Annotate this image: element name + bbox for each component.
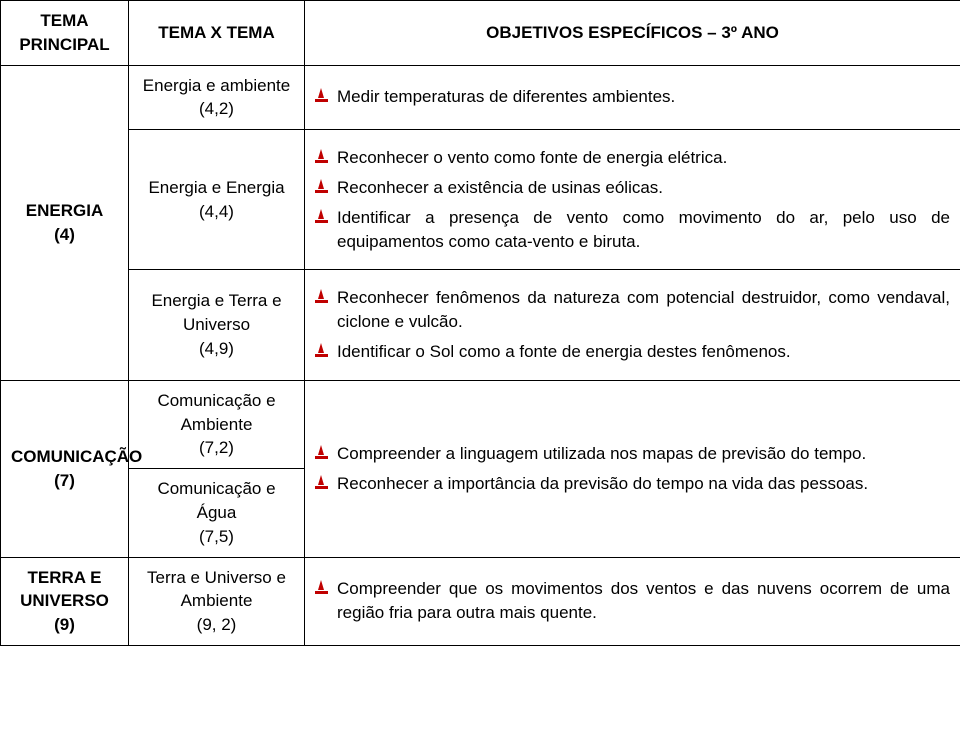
cross-label: Energia e Terra e Universo [139,289,294,337]
principal-code: (4) [11,223,118,247]
principal-comunicacao: COMUNICAÇÃO (7) [1,380,129,557]
cross-cell: Comunicação e Ambiente (7,2) [129,380,305,468]
objective-item: Identificar a presença de vento como mov… [315,206,950,254]
principal-label: COMUNICAÇÃO [11,445,118,469]
bullet-icon [315,209,329,223]
cross-code: (4,9) [139,337,294,361]
principal-code: (9) [11,613,118,637]
objective-item: Reconhecer fenômenos da natureza com pot… [315,286,950,334]
cross-label: Comunicação e Água [139,477,294,525]
header-objetivos: OBJETIVOS ESPECÍFICOS – 3º ANO [305,1,960,66]
cross-cell: Terra e Universo e Ambiente (9, 2) [129,557,305,645]
objective-text: Compreender a linguagem utilizada nos ma… [337,442,950,466]
cross-label: Comunicação e Ambiente [139,389,294,437]
objective-item: Reconhecer a importância da previsão do … [315,472,950,496]
cross-code: (7,5) [139,525,294,549]
cross-label: Terra e Universo e Ambiente [139,566,294,614]
cross-label: Energia e Energia [139,176,294,200]
curriculum-table: TEMA PRINCIPAL TEMA X TEMA OBJETIVOS ESP… [0,0,960,646]
objective-item: Compreender a linguagem utilizada nos ma… [315,442,950,466]
objective-text: Reconhecer fenômenos da natureza com pot… [337,286,950,334]
objectives-cell: Compreender que os movimentos dos ventos… [305,557,960,645]
objectives-cell: Reconhecer o vento como fonte de energia… [305,130,960,270]
objective-text: Identificar o Sol como a fonte de energi… [337,340,950,364]
cross-code: (7,2) [139,436,294,460]
bullet-icon [315,179,329,193]
header-tema-x-tema: TEMA X TEMA [129,1,305,66]
objective-item: Reconhecer o vento como fonte de energia… [315,146,950,170]
objective-text: Reconhecer a importância da previsão do … [337,472,950,496]
objective-item: Reconhecer a existência de usinas eólica… [315,176,950,200]
objectives-cell: Compreender a linguagem utilizada nos ma… [305,380,960,557]
bullet-icon [315,88,329,102]
objective-text: Compreender que os movimentos dos ventos… [337,577,950,625]
principal-energia: ENERGIA (4) [1,65,129,380]
table-header-row: TEMA PRINCIPAL TEMA X TEMA OBJETIVOS ESP… [1,1,960,66]
principal-terra-universo: TERRA E UNIVERSO (9) [1,557,129,645]
objective-text: Identificar a presença de vento como mov… [337,206,950,254]
objective-item: Medir temperaturas de diferentes ambient… [315,85,950,109]
bullet-icon [315,475,329,489]
principal-label: ENERGIA [11,199,118,223]
header-tema-principal: TEMA PRINCIPAL [1,1,129,66]
objective-text: Reconhecer a existência de usinas eólica… [337,176,950,200]
cross-label: Energia e ambiente [139,74,294,98]
objectives-cell: Medir temperaturas de diferentes ambient… [305,65,960,130]
table-row: ENERGIA (4) Energia e ambiente (4,2) Med… [1,65,960,130]
cross-code: (4,2) [139,97,294,121]
cross-cell: Energia e Terra e Universo (4,9) [129,270,305,380]
objective-item: Identificar o Sol como a fonte de energi… [315,340,950,364]
table-row: Energia e Energia (4,4) Reconhecer o ven… [1,130,960,270]
bullet-icon [315,149,329,163]
table-row: TERRA E UNIVERSO (9) Terra e Universo e … [1,557,960,645]
bullet-icon [315,445,329,459]
table-row: Energia e Terra e Universo (4,9) Reconhe… [1,270,960,380]
principal-label: TERRA E UNIVERSO [11,566,118,614]
cross-cell: Energia e ambiente (4,2) [129,65,305,130]
principal-code: (7) [11,469,118,493]
cross-cell: Energia e Energia (4,4) [129,130,305,270]
objective-text: Reconhecer o vento como fonte de energia… [337,146,950,170]
bullet-icon [315,343,329,357]
objective-item: Compreender que os movimentos dos ventos… [315,577,950,625]
objectives-cell: Reconhecer fenômenos da natureza com pot… [305,270,960,380]
cross-cell: Comunicação e Água (7,5) [129,469,305,557]
cross-code: (4,4) [139,200,294,224]
bullet-icon [315,289,329,303]
objective-text: Medir temperaturas de diferentes ambient… [337,85,950,109]
bullet-icon [315,580,329,594]
table-row: COMUNICAÇÃO (7) Comunicação e Ambiente (… [1,380,960,468]
cross-code: (9, 2) [139,613,294,637]
